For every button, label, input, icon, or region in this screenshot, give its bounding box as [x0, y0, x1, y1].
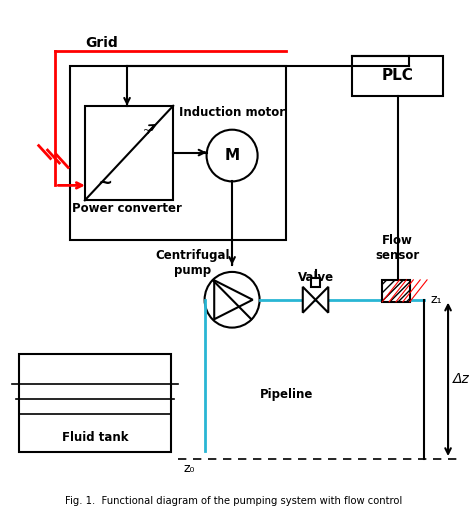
Text: Fluid tank: Fluid tank — [62, 431, 128, 443]
Text: Power converter: Power converter — [72, 202, 182, 215]
Bar — [352, 56, 443, 96]
Polygon shape — [316, 287, 328, 313]
Text: Grid: Grid — [85, 36, 118, 50]
Text: Induction motor: Induction motor — [179, 106, 285, 119]
Polygon shape — [303, 287, 316, 313]
Text: M: M — [225, 148, 240, 163]
Text: Δz: Δz — [453, 372, 470, 387]
Circle shape — [207, 130, 257, 181]
Bar — [19, 354, 171, 452]
Text: Flow
sensor: Flow sensor — [375, 234, 419, 262]
Text: ~: ~ — [97, 174, 112, 191]
Text: Centrifugal
pump: Centrifugal pump — [155, 249, 230, 277]
Bar — [383, 280, 410, 302]
Bar — [311, 278, 320, 287]
Bar — [85, 106, 173, 200]
Text: z₀: z₀ — [183, 462, 194, 475]
Text: z₁: z₁ — [430, 293, 442, 306]
Text: Valve: Valve — [298, 271, 334, 284]
Circle shape — [205, 272, 260, 328]
Text: Fig. 1.  Functional diagram of the pumping system with flow control: Fig. 1. Functional diagram of the pumpin… — [65, 496, 403, 506]
Text: ~: ~ — [143, 125, 151, 136]
Bar — [70, 66, 286, 240]
Polygon shape — [214, 280, 253, 319]
Text: Pipeline: Pipeline — [259, 388, 313, 401]
Text: PLC: PLC — [382, 69, 413, 83]
